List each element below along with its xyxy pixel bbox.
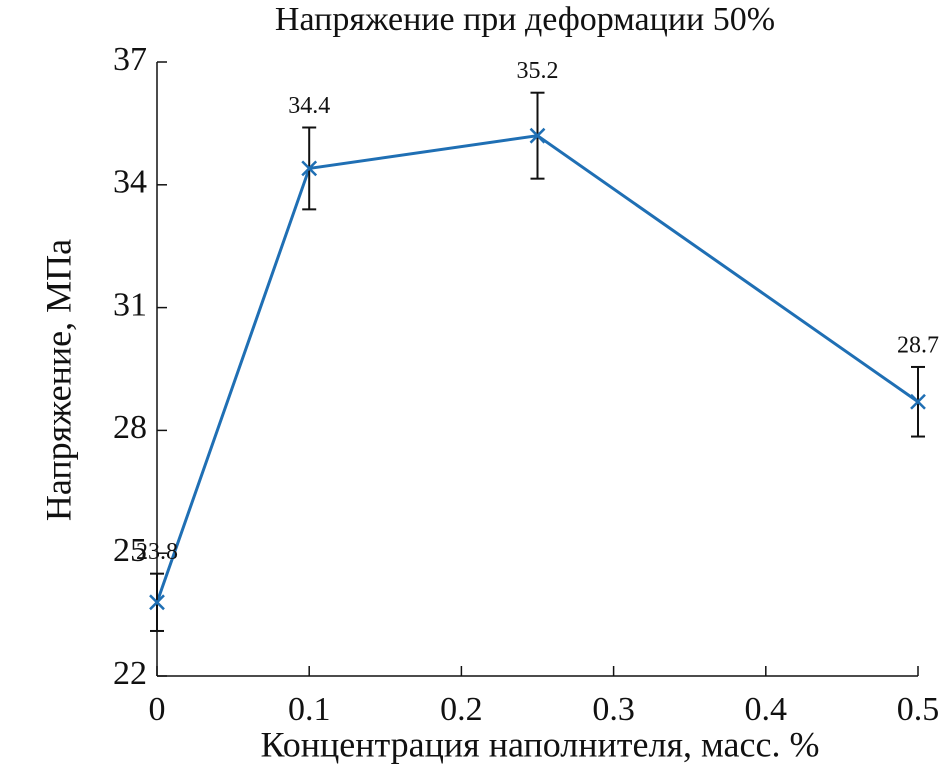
marker xyxy=(910,393,926,410)
y-axis-label: Напряжение, МПа xyxy=(38,239,78,521)
x-tick-label: 0.2 xyxy=(440,691,483,728)
x-axis-label: Концентрация наполнителя, масс. % xyxy=(261,724,820,764)
chart-title: Напряжение при деформации 50% xyxy=(275,1,775,38)
value-label: 35.2 xyxy=(517,58,559,84)
y-tick-label: 22 xyxy=(113,655,147,692)
marker xyxy=(149,594,165,611)
y-tick-label: 25 xyxy=(113,532,147,569)
x-tick-label: 0 xyxy=(149,691,166,728)
x-tick-label: 0.3 xyxy=(592,691,635,728)
y-tick-label: 37 xyxy=(113,41,147,78)
marker xyxy=(529,127,546,144)
value-label: 23.8 xyxy=(136,539,178,565)
marker xyxy=(301,160,318,177)
value-label: 28.7 xyxy=(897,332,939,358)
x-tick-label: 0.5 xyxy=(897,691,940,728)
y-tick-label: 31 xyxy=(113,286,147,323)
value-label: 34.4 xyxy=(288,93,330,119)
x-tick-label: 0.1 xyxy=(288,691,331,728)
data-line xyxy=(155,134,919,603)
y-tick-label: 34 xyxy=(113,164,147,201)
y-tick-label: 28 xyxy=(113,409,147,446)
x-tick-label: 0.4 xyxy=(745,691,788,728)
